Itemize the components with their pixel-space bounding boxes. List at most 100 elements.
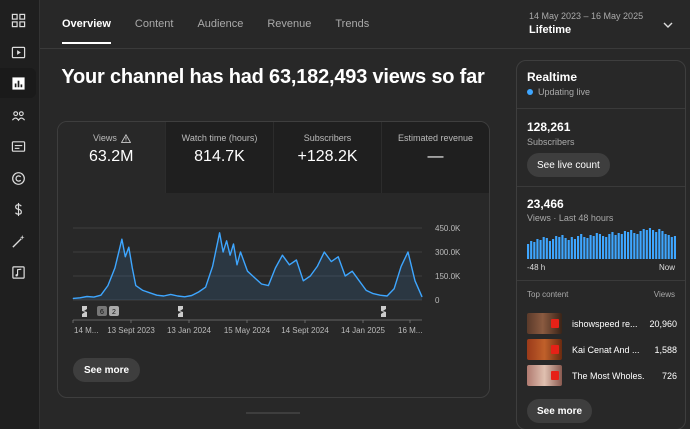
top-content-views: 20,960 [649,318,677,329]
top-content-label: Top content [527,290,569,299]
live-dot-icon [527,89,533,95]
realtime-bar [598,234,602,259]
copyright-icon[interactable] [0,163,36,193]
page-title: Your channel has had 63,182,493 views so… [61,66,485,88]
realtime-panel: Realtime Updating live 128,261 Subscribe… [516,60,686,429]
realtime-bar [602,236,605,259]
shorts-badge-icon [551,345,559,354]
analytics-icon[interactable] [0,68,36,98]
tabs-divider [40,48,690,49]
date-range-dates: 14 May 2023 – 16 May 2025 [529,11,644,21]
shorts-badge-icon [551,319,559,328]
warning-icon[interactable] [120,133,131,143]
chevron-down-icon[interactable] [662,20,674,30]
realtime-bar [652,230,655,259]
realtime-bar [630,230,633,259]
metric-views[interactable]: Views 63.2M [58,122,166,193]
realtime-bar [567,240,570,259]
video-thumbnail [527,365,562,386]
realtime-bar [564,238,567,259]
tab-revenue[interactable]: Revenue [267,18,312,30]
see-more-button[interactable]: See more [73,358,141,382]
overview-card: Views 63.2M Watch time (hours) 814.7K Su… [57,121,490,398]
customization-icon[interactable] [0,226,36,256]
tab-audience[interactable]: Audience [197,18,244,30]
metric-subscribers-value: +128.2K [297,148,358,165]
metric-revenue[interactable]: Estimated revenue — [382,122,489,193]
metric-watch-time[interactable]: Watch time (hours) 814.7K [166,122,274,193]
realtime-bar [530,241,533,259]
realtime-bar [583,237,586,259]
realtime-bar [558,237,561,259]
realtime-bar [608,234,611,259]
divider [517,280,685,281]
dashboard-icon[interactable] [0,5,36,35]
date-range-picker[interactable]: 14 May 2023 – 16 May 2025 Lifetime [529,11,643,36]
realtime-bar [539,240,542,259]
realtime-bar [595,233,598,259]
realtime-see-more-button[interactable]: See more [527,399,593,423]
top-content-title: ishowspeed re... [572,318,638,329]
realtime-bar [545,238,548,259]
tab-content[interactable]: Content [134,18,174,30]
realtime-bar [639,231,642,259]
metric-revenue-value: — [427,148,444,165]
realtime-views-value: 23,466 [527,197,564,211]
metric-views-label-row: Views [58,133,165,143]
date-range-label: Lifetime [529,24,572,36]
video-thumbnail [527,313,562,334]
top-content-title: Kai Cenat And ... [572,344,640,355]
video-thumbnail [527,339,562,360]
realtime-bar [636,234,639,259]
realtime-bar [552,239,555,259]
realtime-bar [589,235,592,259]
metric-watch-time-label: Watch time (hours) [181,133,258,143]
realtime-bar [542,237,545,259]
audio-library-icon[interactable] [0,257,36,287]
realtime-bar [614,235,617,259]
realtime-bar [580,234,583,259]
realtime-views-chart[interactable] [527,227,677,259]
realtime-bar [577,236,580,259]
top-content-views-label: Views [653,290,675,299]
realtime-bar [655,232,658,259]
realtime-bar [570,237,573,259]
metric-subscribers-label: Subscribers [303,133,352,143]
subtitles-icon[interactable] [0,131,36,161]
realtime-bar [533,242,536,259]
realtime-bar [627,232,630,259]
realtime-bar [645,230,648,259]
realtime-bar [592,236,595,259]
metric-revenue-label: Estimated revenue [397,133,474,143]
realtime-bar [633,233,636,259]
realtime-bar [555,236,558,259]
earn-icon[interactable] [0,194,36,224]
realtime-views-label: Views · Last 48 hours [527,213,614,223]
top-content-title: The Most Wholes... [572,370,644,381]
realtime-bar [561,235,564,259]
top-content-row[interactable]: Kai Cenat And ... 1,588 [527,339,677,360]
tab-trends[interactable]: Trends [335,18,370,30]
metric-views-value: 63.2M [89,148,134,165]
metric-watch-time-value: 814.7K [194,148,245,165]
scroll-indicator [246,412,300,414]
realtime-bar [573,239,577,259]
community-icon[interactable] [0,100,36,130]
top-content-views: 726 [661,370,677,381]
content-icon[interactable] [0,37,36,67]
realtime-title: Realtime [527,70,578,84]
realtime-bar [648,228,652,259]
top-content-row[interactable]: ishowspeed re... 20,960 [527,313,677,334]
top-content-row[interactable]: The Most Wholes... 726 [527,365,677,386]
realtime-bar [586,238,589,259]
realtime-bar [664,234,667,259]
metric-subscribers[interactable]: Subscribers +128.2K [274,122,382,193]
tab-overview[interactable]: Overview [50,0,123,48]
shorts-badge-icon [551,371,559,380]
realtime-subscribers-value: 128,261 [527,120,571,134]
see-live-count-button[interactable]: See live count [527,153,610,177]
nav-rail [0,0,40,429]
analytics-tabs: Overview Content Audience Revenue Trends [50,0,381,48]
divider [517,186,685,187]
